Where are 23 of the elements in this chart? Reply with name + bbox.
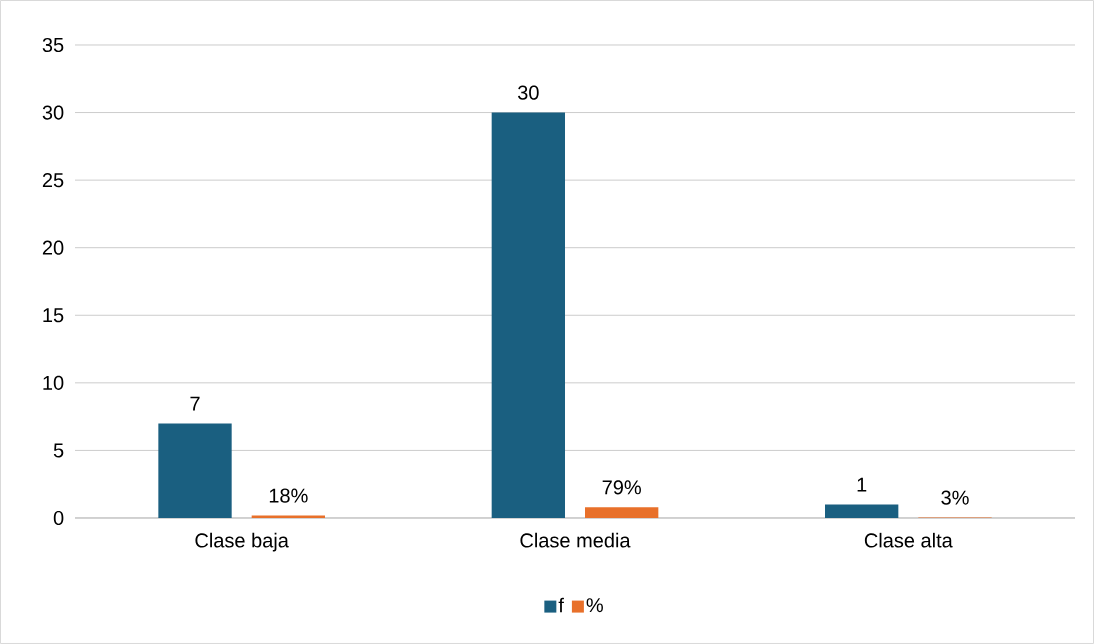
y-tick-label: 10	[43, 375, 64, 390]
bar	[825, 504, 899, 518]
bar	[491, 112, 565, 518]
bar	[158, 423, 232, 518]
data-label: 1	[857, 477, 867, 492]
legend-label: %	[586, 598, 603, 613]
x-tick-label: Clase alta	[864, 532, 953, 548]
data-label: 18%	[269, 488, 308, 503]
y-tick-label: 20	[42, 240, 64, 255]
x-tick-label: Clase baja	[195, 532, 289, 552]
y-tick-label: 25	[42, 173, 64, 188]
data-label: 79%	[602, 480, 641, 495]
y-tick-label: 5	[53, 443, 64, 458]
data-label: 3%	[941, 490, 969, 505]
x-tick-label: Clase media	[520, 532, 631, 548]
y-tick-label: 30	[42, 105, 64, 120]
y-tick-label: 35	[42, 37, 64, 53]
data-label: 7	[190, 396, 200, 411]
legend-label: f	[558, 597, 564, 613]
bar	[585, 507, 659, 518]
y-tick-label: 0	[53, 510, 64, 526]
y-tick-label: 15	[43, 308, 64, 323]
data-label: 30	[517, 85, 539, 100]
